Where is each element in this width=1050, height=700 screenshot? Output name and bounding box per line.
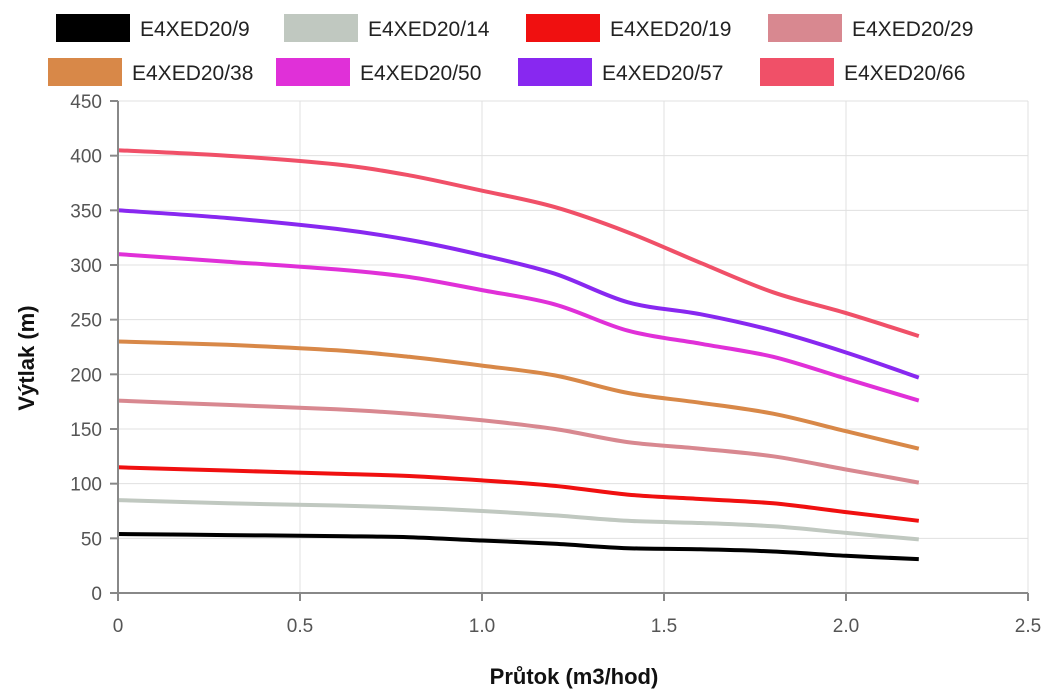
series-line-e4xed20-14 [117,498,919,542]
series-line-e4xed20-38 [117,339,920,451]
y-tick-label: 450 [70,92,102,113]
x-tick-label: 1.0 [469,616,495,637]
legend-label: E4XED20/66 [844,62,965,85]
y-tick-label: 250 [70,311,102,332]
legend-swatch [526,14,600,42]
chart-legend: E4XED20/9 E4XED20/14 E4XED20/19 E4XED20/29 E… [48,14,973,86]
y-axis-title: Výtlak (m) [14,305,39,410]
legend-swatch [760,58,834,86]
legend-swatch [56,14,130,42]
legend-label: E4XED20/57 [602,62,723,85]
series-line-e4xed20-29 [117,398,920,485]
legend-label: E4XED20/38 [132,62,253,85]
x-axis-title: Průtok (m3/hod) [490,664,659,689]
x-tick-label: 2.0 [833,616,859,637]
legend-label: E4XED20/9 [140,18,250,41]
y-tick-label: 350 [70,201,102,222]
legend-label: E4XED20/50 [360,62,481,85]
chart-axes: 0 50 100 150 200 250 300 350 400 450 0 0.5 1.0 1.5 2.0… [70,92,1041,637]
y-tick-label: 100 [70,475,102,496]
y-tick-label: 300 [70,256,102,277]
legend-swatch [276,58,350,86]
y-tick-label: 150 [70,420,102,441]
y-tick-label: 200 [70,365,102,386]
legend-swatch [48,58,122,86]
y-tick-label: 0 [91,584,102,605]
x-tick-label: 1.5 [651,616,677,637]
series-line-e4xed20-9 [117,532,919,562]
x-tick-label: 0 [113,616,124,637]
legend-swatch [518,58,592,86]
y-tick-label: 400 [70,147,102,168]
chart-series [117,148,920,562]
x-tick-label: 2.5 [1015,616,1041,637]
y-tick-label: 50 [81,529,102,550]
series-line-e4xed20-57 [117,208,920,380]
legend-label: E4XED20/19 [610,18,731,41]
series-line-e4xed20-50 [117,252,920,403]
series-line-e4xed20-19 [117,465,920,523]
legend-swatch [284,14,358,42]
legend-label: E4XED20/29 [852,18,973,41]
series-line-e4xed20-66 [117,148,920,339]
legend-label: E4XED20/14 [368,18,490,41]
x-tick-label: 0.5 [287,616,313,637]
legend-swatch [768,14,842,42]
